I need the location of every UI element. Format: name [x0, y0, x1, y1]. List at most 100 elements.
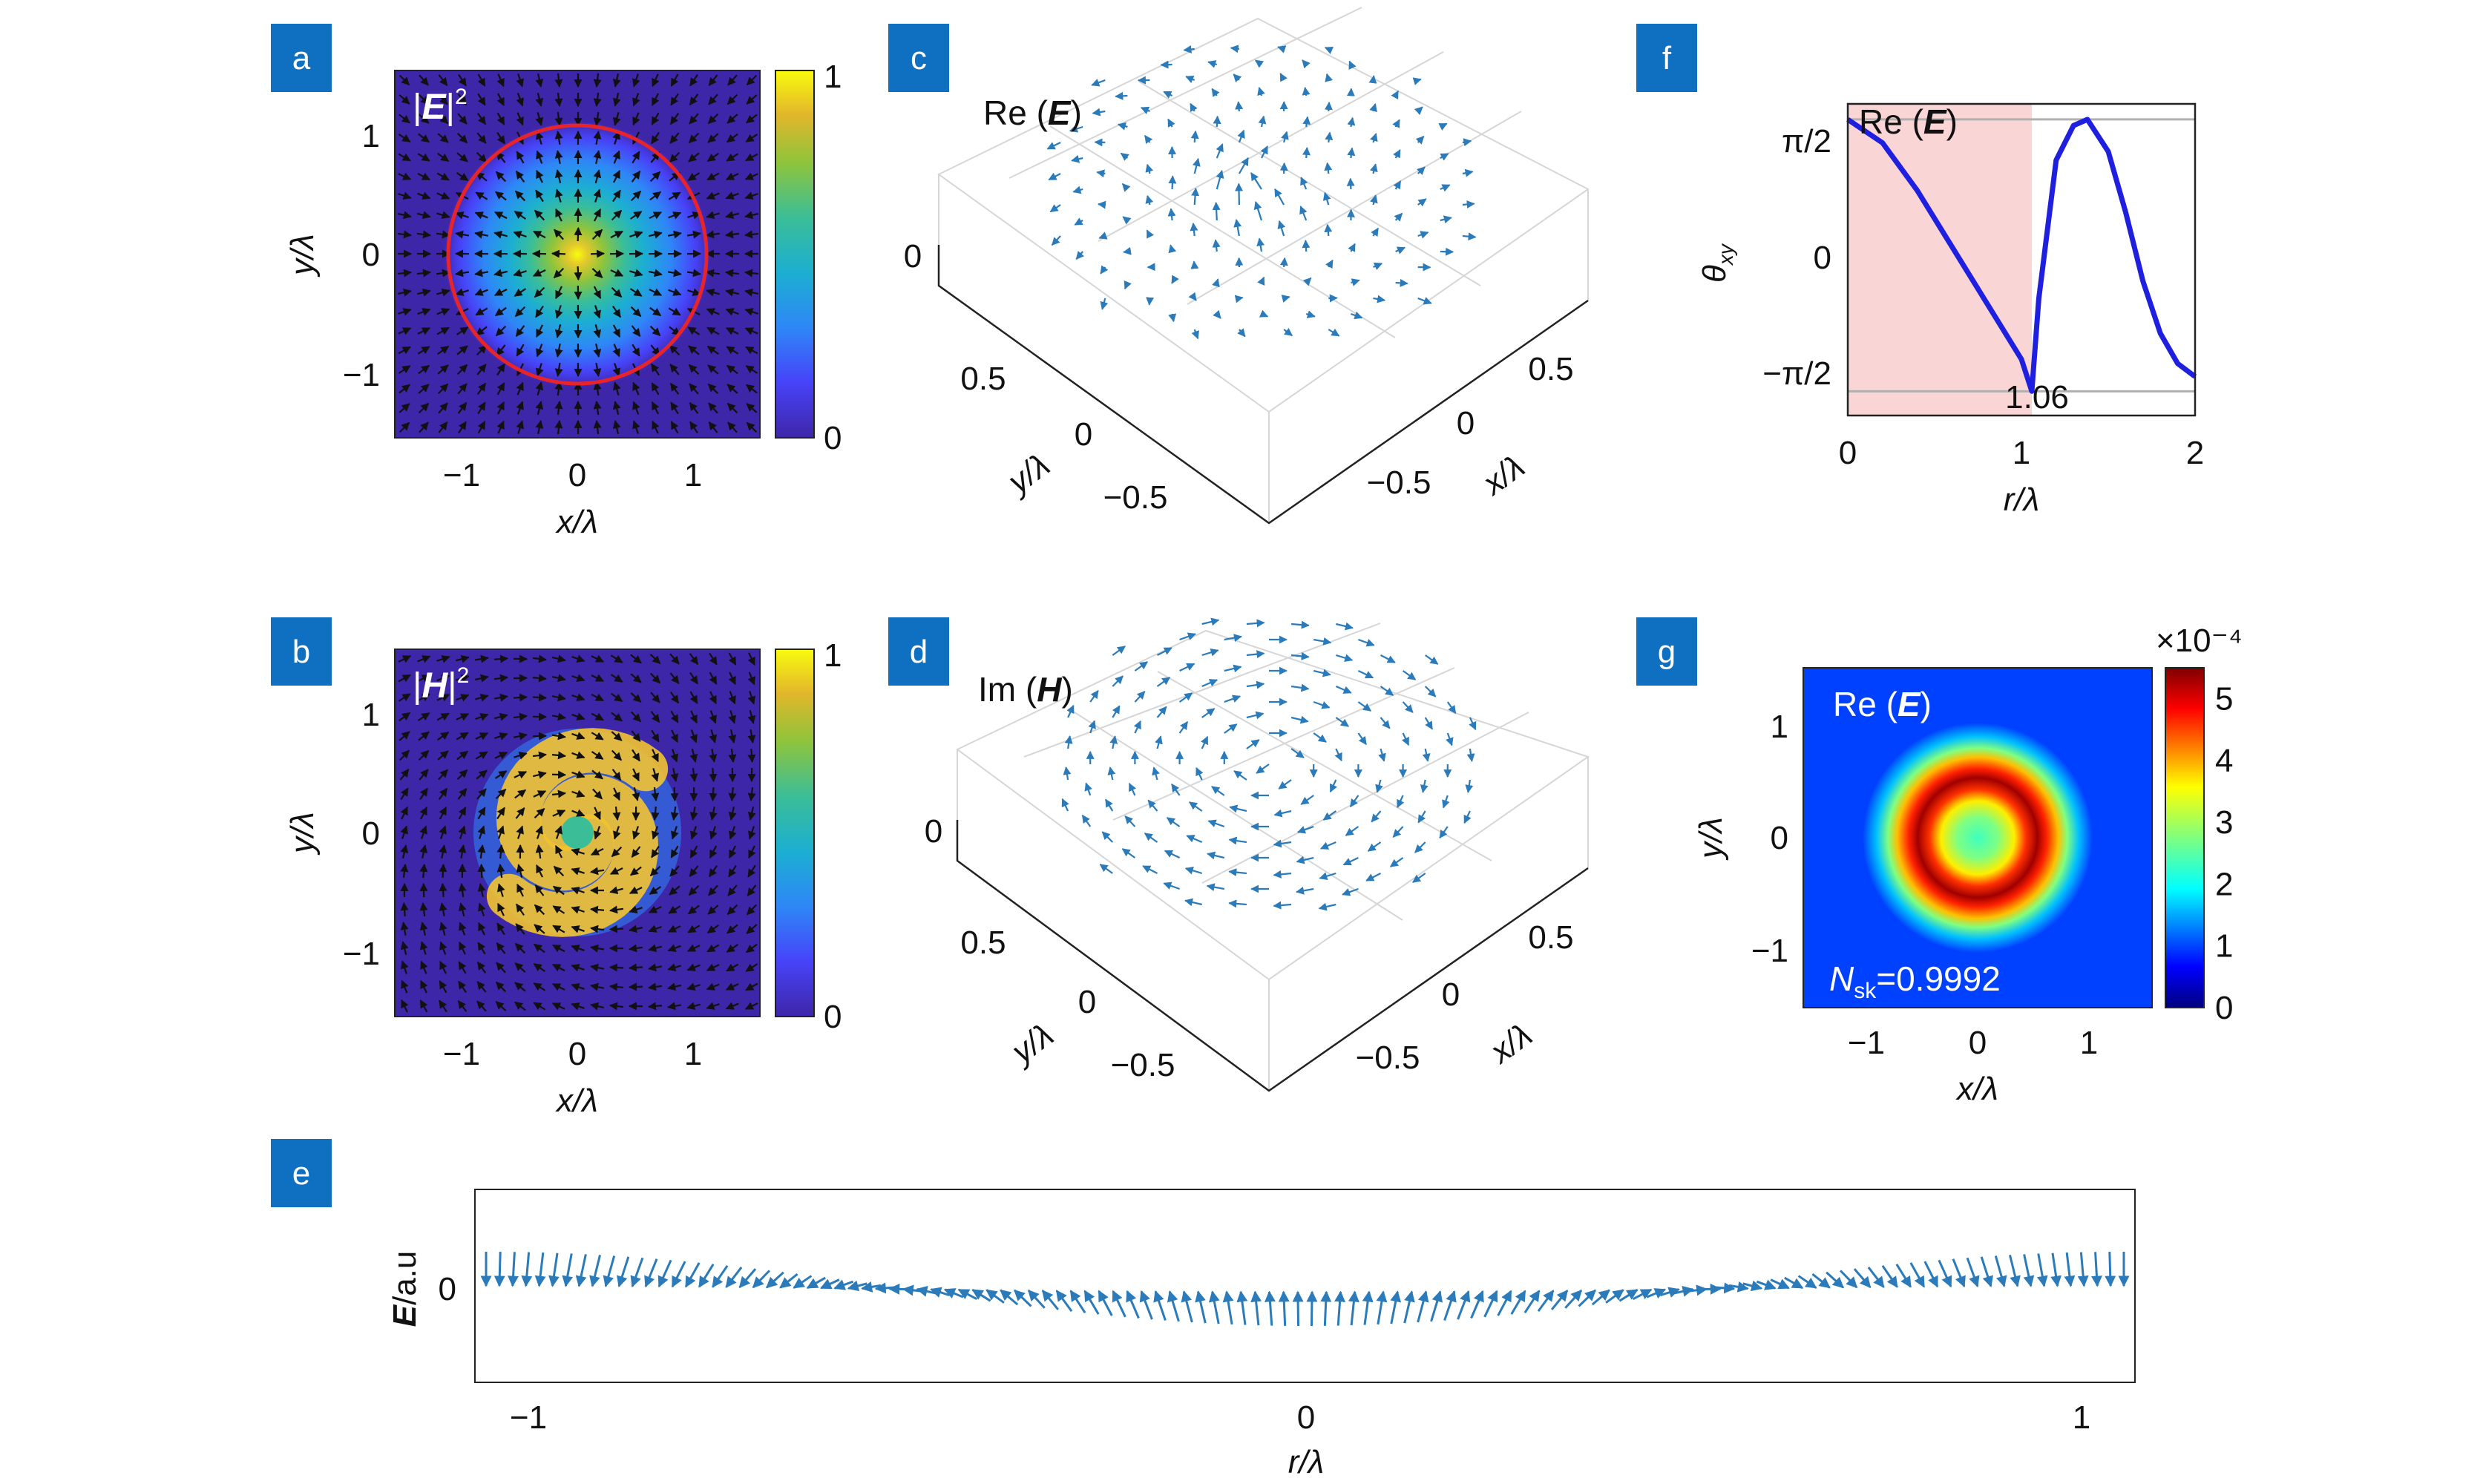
quiver-a-arrow [688, 345, 700, 355]
axis-c [937, 245, 1589, 525]
quiver-a-arrow [670, 421, 679, 434]
quiver-d-arrow [1446, 732, 1454, 746]
b-xtick-2: 0 [568, 1036, 586, 1072]
axes-a [394, 70, 761, 439]
quiver-a-arrow [612, 169, 621, 183]
panel-e: e 0 E/a.u −1 0 1 r/λ [271, 1139, 2136, 1480]
quiver-a-arrow [476, 364, 487, 375]
quiver-a-arrow [457, 113, 468, 125]
quiver-a-arrow [398, 153, 411, 162]
badge-f-label: f [1662, 40, 1672, 76]
quiver-a-arrow [495, 325, 507, 337]
quiver-e-arrow [2008, 1255, 2021, 1287]
quiver-a-arrow [591, 229, 603, 240]
quiver-b-arrow [648, 944, 662, 953]
quiver-c-arrow [1049, 204, 1061, 213]
quiver-a-arrow [612, 363, 620, 377]
quiver-d-arrow [1422, 748, 1431, 762]
quiver-a-arrow [456, 364, 468, 375]
quiver-a-arrow [417, 191, 431, 200]
quiver-b-arrow [553, 865, 565, 877]
d-ytick-2: 0 [1078, 984, 1096, 1020]
quiver-a-arrow [744, 288, 759, 297]
quiver-e-arrow [1660, 1287, 1680, 1298]
quiver-b-arrow [478, 902, 486, 916]
quiver-a-arrow [516, 151, 525, 164]
quiver-a-arrow [745, 346, 758, 355]
quiver-b-arrow [496, 807, 505, 820]
quiver-e-arrow [1497, 1290, 1512, 1316]
quiver-b-arrow [516, 864, 525, 878]
quiver-a-arrow [610, 269, 624, 277]
quiver-a-arrow [669, 113, 680, 125]
quiver-d-arrow [1296, 886, 1314, 895]
quiver-c-arrow [1351, 278, 1360, 286]
quiver-b-arrow [728, 787, 737, 802]
quiver-d-arrow [1211, 786, 1225, 796]
quiver-b-arrow [400, 825, 408, 839]
c-xtick-2: 0 [1457, 405, 1475, 441]
quiver-c-arrow [1347, 147, 1356, 159]
quiver-c-arrow [1394, 212, 1403, 222]
colorbar-b [775, 649, 815, 1017]
quiver-b-arrow [495, 1001, 507, 1011]
quiver-b-arrow [669, 691, 680, 704]
quiver-a-arrow [416, 230, 432, 239]
quiver-b-arrow [669, 865, 680, 877]
quiver-b-arrow [456, 713, 470, 721]
quiver-a-arrow [652, 420, 660, 434]
quiver-e-arrow [1605, 1289, 1624, 1304]
quiver-e-arrow [1027, 1289, 1046, 1309]
quiver-a-arrow [513, 269, 527, 277]
quiver-e-arrow [1881, 1264, 1898, 1288]
quiver-a-arrow [687, 326, 701, 335]
quiver-a-arrow [455, 230, 470, 239]
quiver-a-arrow [534, 209, 545, 221]
quiver-b-arrow [629, 886, 643, 894]
quiver-c-arrow [1190, 260, 1199, 269]
quiver-a-arrow [535, 381, 544, 395]
quiver-b-arrow [551, 674, 566, 683]
quiver-b-arrow [456, 769, 468, 781]
quiver-b-arrow [747, 652, 755, 666]
quiver-b-arrow [651, 806, 660, 821]
f-marker-label: 1.06 [2005, 379, 2069, 416]
quiver-c-arrow [1096, 169, 1106, 178]
quiver-e-arrow [508, 1252, 519, 1287]
quiver-a-arrow [554, 400, 563, 416]
quiver-a-arrow [437, 133, 449, 143]
quiver-b-arrow [458, 882, 467, 898]
quiver-a-arrow [535, 420, 544, 435]
quiver-d-arrow [1089, 689, 1099, 703]
quiver-b-arrow [668, 905, 681, 914]
quiver-a-arrow [536, 131, 544, 145]
quiver-a-arrow [418, 93, 430, 105]
quiver-a-arrow [496, 73, 505, 88]
spiral-b [486, 728, 669, 937]
quiver-a-arrow [746, 114, 758, 124]
quiver-a-arrow [456, 345, 468, 355]
quiver-e-arrow [644, 1258, 658, 1288]
quiver-b-arrow [667, 944, 681, 952]
quiver-b-arrow [516, 825, 524, 839]
quiver-b-arrow [728, 748, 737, 764]
quiver-c-arrow [1302, 240, 1311, 252]
quiver-b-arrow [590, 867, 605, 876]
quiver-d-arrow [1228, 899, 1247, 908]
quiver-b-arrow [706, 924, 719, 934]
quiver-a-arrow [727, 421, 738, 433]
quiver-a-arrow [667, 269, 682, 278]
quiver-b-arrow [417, 655, 431, 663]
quiver-b-arrow [533, 943, 545, 953]
quiver-d-arrow [1224, 723, 1238, 734]
quiver-b-arrow [551, 983, 565, 991]
quiver-b-arrow [419, 787, 428, 801]
quiver-b-arrow [590, 944, 605, 953]
quiver-e-arrow [2064, 1252, 2076, 1287]
quiver-d-arrow [1469, 717, 1477, 731]
quiver-a-arrow [651, 382, 660, 395]
quiver-a-arrow [706, 191, 720, 200]
quiver-b-arrow [590, 1002, 605, 1011]
quiver-d-arrow [1424, 686, 1437, 697]
quiver-e-arrow [2036, 1253, 2048, 1287]
